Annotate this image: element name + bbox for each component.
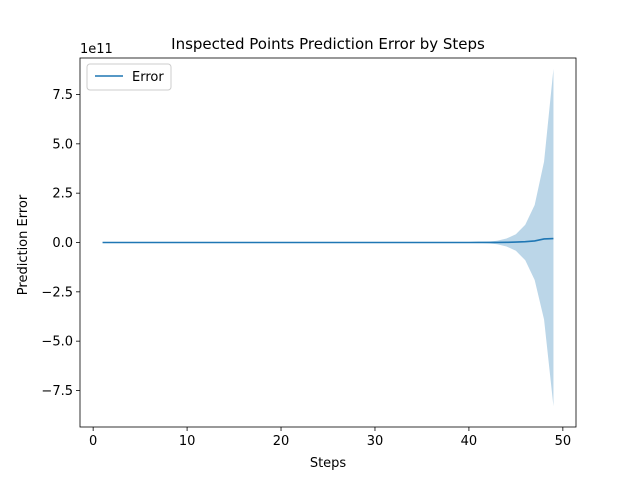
x-tick-label: 0 [89, 434, 97, 449]
y-tick-label: 7.5 [52, 88, 73, 103]
y-tick-label: −5.0 [41, 335, 73, 350]
y-tick-label: 5.0 [52, 137, 73, 152]
x-tick-label: 50 [555, 434, 572, 449]
y-tick-label: 2.5 [52, 187, 73, 202]
x-tick-label: 30 [367, 434, 384, 449]
legend: Error [86, 63, 172, 91]
y-tick-label: −2.5 [41, 285, 73, 300]
x-axis-label: Steps [310, 456, 347, 471]
chart-title: Inspected Points Prediction Error by Ste… [171, 35, 485, 53]
y-axis-label: Prediction Error [16, 194, 31, 295]
y-multiplier-label: 1e11 [80, 42, 113, 57]
y-tick-label: −7.5 [41, 384, 73, 399]
x-tick-label: 10 [179, 434, 196, 449]
legend-label-error: Error [132, 70, 164, 85]
y-tick-label: 0.0 [52, 236, 73, 251]
axes: 0 10 20 30 40 50 −7.5 −5.0 −2.5 0.0 2.5 5.0 7.5 [41, 57, 577, 449]
x-tick-label: 40 [461, 434, 478, 449]
legend-box [86, 63, 172, 91]
series-line-0 [102, 237, 554, 244]
plot-area [102, 68, 554, 407]
x-tick-label: 20 [273, 434, 290, 449]
